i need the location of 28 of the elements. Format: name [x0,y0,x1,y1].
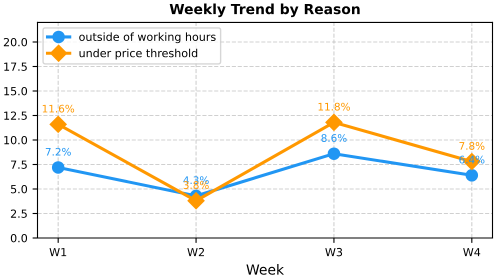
y-tick-label: 10.0 [4,136,28,144]
data-label: 8.6% [321,134,347,142]
data-label: 11.8% [318,102,350,111]
point [50,116,67,133]
chart-title: Weekly Trend by Reason [170,4,360,18]
x-tick-label: W3 [325,248,342,256]
x-axis-title: Week [246,264,284,275]
point [466,169,478,182]
y-tick-label: 2.5 [10,209,27,218]
y-tick-label: 12.5 [4,111,27,120]
y-tick-label: 0.0 [10,234,28,242]
y-tick-label: 17.5 [4,62,27,71]
point [52,161,64,174]
legend-label: under price threshold [80,48,198,60]
data-label: 7.8% [459,142,484,150]
y-tick-label: 7.5 [11,160,27,169]
point [328,147,340,160]
x-tick-label: W4 [463,248,480,256]
y-tick-label: 15.0 [4,86,28,96]
point [188,192,205,210]
x-tick-label: W1 [50,248,66,256]
data-label: 7.2% [46,148,71,156]
data-label: 11.6% [42,104,74,113]
x-tick-label: W2 [187,248,204,256]
y-tick-label: 20.0 [4,38,28,46]
y-tick-label: 5.0 [10,184,28,194]
legend-label: outside of working hours [79,32,216,44]
point [325,114,342,131]
